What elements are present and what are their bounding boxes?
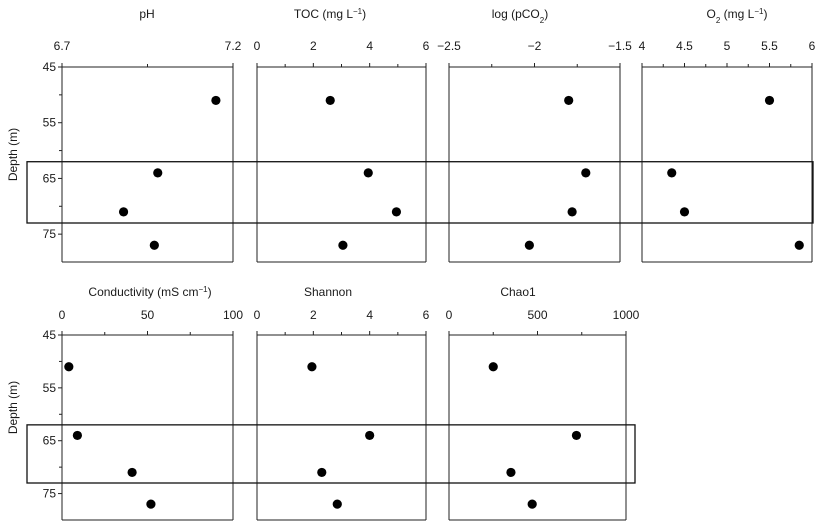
x-tick-label: 50 <box>141 308 155 322</box>
y-tick-label: 75 <box>43 487 57 501</box>
x-tick-label: 5 <box>724 39 731 53</box>
data-point <box>72 430 82 441</box>
y-tick-label: 65 <box>43 434 57 448</box>
data-point <box>338 240 348 250</box>
x-tick-label: 7.2 <box>225 39 242 53</box>
x-tick-label: 0 <box>254 39 261 53</box>
x-tick-label: 0 <box>59 308 66 322</box>
depth-highlight-box <box>26 161 814 224</box>
data-point <box>332 499 342 509</box>
y-tick-label: 55 <box>43 116 57 130</box>
panel-0: pH 6.7 7.2 45 55 65 75 Depth (m) <box>6 7 242 263</box>
x-tick-label: 4 <box>366 39 373 53</box>
data-point <box>564 95 574 106</box>
data-point <box>667 168 677 178</box>
x-tick-label: 4.5 <box>676 39 693 53</box>
panel-title: pH <box>139 7 154 21</box>
x-tick-label: −1.5 <box>608 39 632 53</box>
data-point <box>794 240 804 250</box>
data-point <box>325 95 335 106</box>
panel-title: O2 (mg L−1) <box>707 7 768 25</box>
y-tick-label: 45 <box>43 328 57 342</box>
x-tick-label: 1000 <box>613 308 640 322</box>
data-point <box>127 467 137 478</box>
data-point <box>391 207 402 217</box>
x-tick-label: −2.5 <box>437 39 461 53</box>
data-point <box>317 467 327 478</box>
data-point <box>571 430 582 441</box>
data-point <box>365 430 375 441</box>
x-tick-label: 2 <box>310 308 317 322</box>
data-point <box>567 207 577 217</box>
data-point <box>149 240 159 250</box>
panel-4: Conductivity (mS cm−1) 0 50 100 45 55 65 75 Dept… <box>6 285 243 521</box>
panel-title: Conductivity (mS cm−1) <box>88 285 211 300</box>
x-tick-label: 100 <box>223 308 243 322</box>
x-tick-label: 6 <box>809 39 815 53</box>
x-tick-label: 6 <box>423 39 430 53</box>
y-tick-label: 65 <box>43 171 57 185</box>
panel-6: Chao1 0 500 1000 <box>446 285 640 521</box>
data-point <box>581 168 591 178</box>
data-point <box>64 362 74 372</box>
panel-title: TOC (mg L−1) <box>294 7 366 22</box>
x-tick-label: 0 <box>254 308 261 322</box>
x-tick-label: −2 <box>528 39 542 53</box>
panel-3: O2 (mg L−1) 4 4.5 5 5.5 6 <box>639 7 815 263</box>
data-point <box>506 467 516 478</box>
data-point <box>527 499 537 509</box>
x-tick-label: 2 <box>310 39 317 53</box>
x-tick-label: 6.7 <box>54 39 71 53</box>
data-point <box>363 168 373 178</box>
panel-5: Shannon 0 2 4 6 <box>254 285 430 521</box>
panel-title: Shannon <box>304 285 352 299</box>
y-axis-label: Depth (m) <box>6 381 20 434</box>
panel-2: log (pCO2) −2.5 −2 −1.5 <box>437 7 632 263</box>
data-point <box>524 240 534 250</box>
data-point <box>118 207 129 217</box>
depth-highlight-box <box>26 424 636 484</box>
data-point <box>211 95 221 106</box>
y-tick-label: 75 <box>43 227 57 241</box>
data-point <box>146 499 156 509</box>
x-tick-label: 4 <box>366 308 373 322</box>
y-tick-label: 55 <box>43 381 57 395</box>
data-point <box>679 207 690 217</box>
data-point <box>764 95 775 106</box>
panel-1: TOC (mg L−1) 0 2 4 6 <box>254 7 430 263</box>
panel-title: Chao1 <box>500 285 536 299</box>
x-tick-label: 500 <box>527 308 547 322</box>
x-tick-label: 4 <box>639 39 646 53</box>
x-tick-label: 5.5 <box>761 39 778 53</box>
highlight-boxes <box>26 161 814 484</box>
y-axis-label: Depth (m) <box>6 128 20 181</box>
data-point <box>488 362 498 372</box>
data-point <box>307 362 317 372</box>
y-tick-label: 45 <box>43 60 57 74</box>
x-tick-label: 0 <box>446 308 453 322</box>
x-tick-label: 6 <box>423 308 430 322</box>
data-point <box>153 168 163 178</box>
panel-title: log (pCO2) <box>492 7 548 25</box>
